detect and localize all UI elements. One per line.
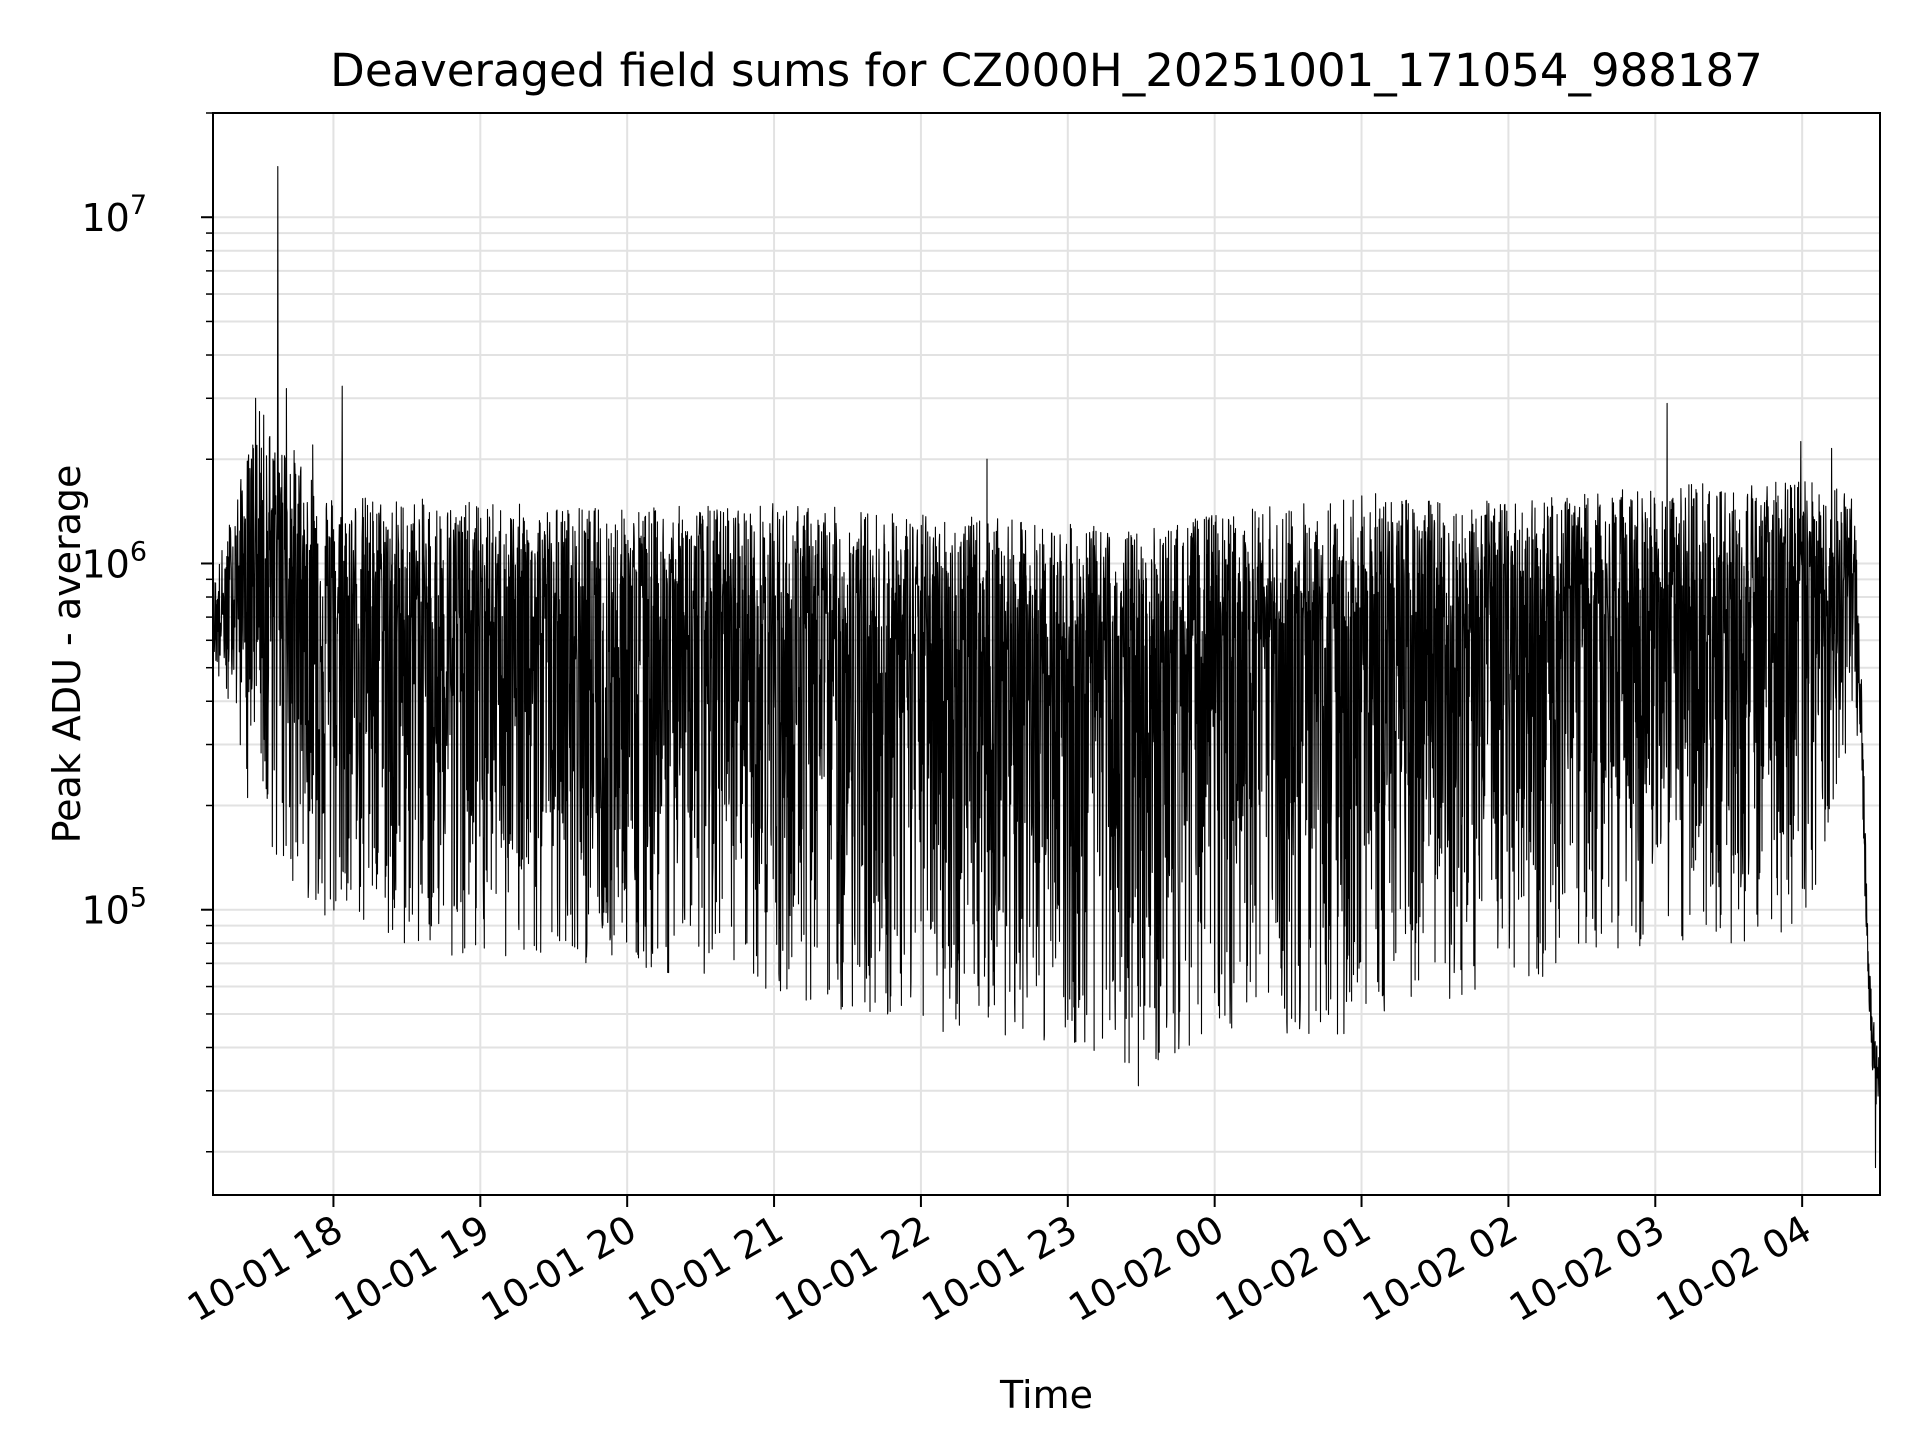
chart-title: Deaveraged field sums for CZ000H_2025100…	[330, 44, 1763, 97]
series-line	[212, 166, 1881, 1169]
y-axis-label: Peak ADU - average	[45, 465, 89, 844]
y-tick-label: 105	[81, 883, 147, 933]
y-tick-exponent: 7	[130, 190, 147, 221]
y-tick-exponent: 5	[130, 883, 147, 914]
plot-frame	[212, 112, 1881, 1196]
x-axis-label: Time	[999, 1373, 1093, 1417]
y-tick-exponent: 6	[130, 536, 147, 567]
y-tick-base: 10	[81, 542, 129, 586]
series-group	[212, 166, 1881, 1169]
y-tick-label: 107	[81, 190, 147, 240]
y-tick-label: 106	[81, 536, 147, 586]
y-tick-base: 10	[81, 196, 129, 240]
y-tick-base: 10	[81, 889, 129, 933]
